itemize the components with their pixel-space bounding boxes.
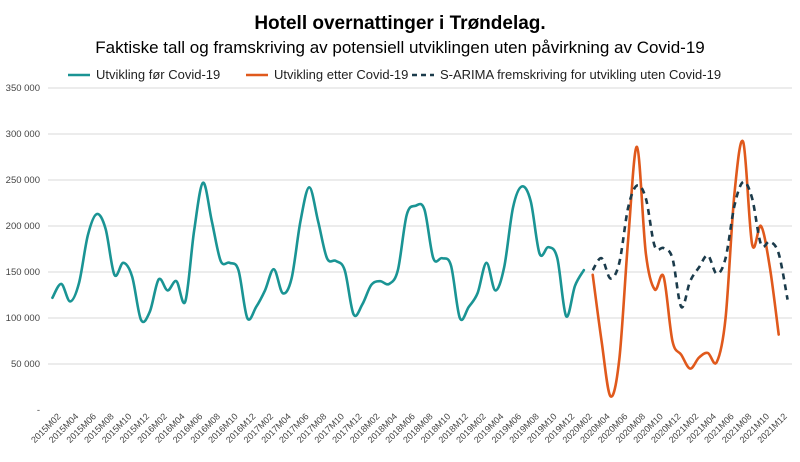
y-tick-label: 100 000 xyxy=(6,313,40,324)
series-line-after xyxy=(591,139,781,398)
y-tick-label: 250 000 xyxy=(6,175,40,186)
y-axis: - 50 000 100 000 150 000 200 000 250 000 300 0… xyxy=(6,83,40,416)
series-line-forecast xyxy=(591,180,789,309)
legend-label-after: Utvikling etter Covid-19 xyxy=(274,67,408,82)
y-tick-label: - xyxy=(37,405,40,416)
gridlines xyxy=(48,87,792,365)
series-lines xyxy=(51,139,789,398)
y-tick-label: 350 000 xyxy=(6,83,40,94)
legend-label-before: Utvikling før Covid-19 xyxy=(96,67,220,82)
chart-title: Hotell overnattinger i Trøndelag. xyxy=(254,13,545,34)
series-line-before xyxy=(51,181,586,324)
y-tick-label: 200 000 xyxy=(6,221,40,232)
legend-label-forecast: S-ARIMA fremskriving for utvikling uten … xyxy=(440,67,721,82)
chart-subtitle: Faktiske tall og framskriving av potensi… xyxy=(95,38,704,57)
x-axis: 2015M022015M042015M062015M082015M102015M… xyxy=(29,411,789,445)
legend: Utvikling før Covid-19 Utvikling etter C… xyxy=(68,67,721,82)
y-tick-label: 300 000 xyxy=(6,129,40,140)
y-tick-label: 150 000 xyxy=(6,267,40,278)
y-tick-label: 50 000 xyxy=(11,359,40,370)
